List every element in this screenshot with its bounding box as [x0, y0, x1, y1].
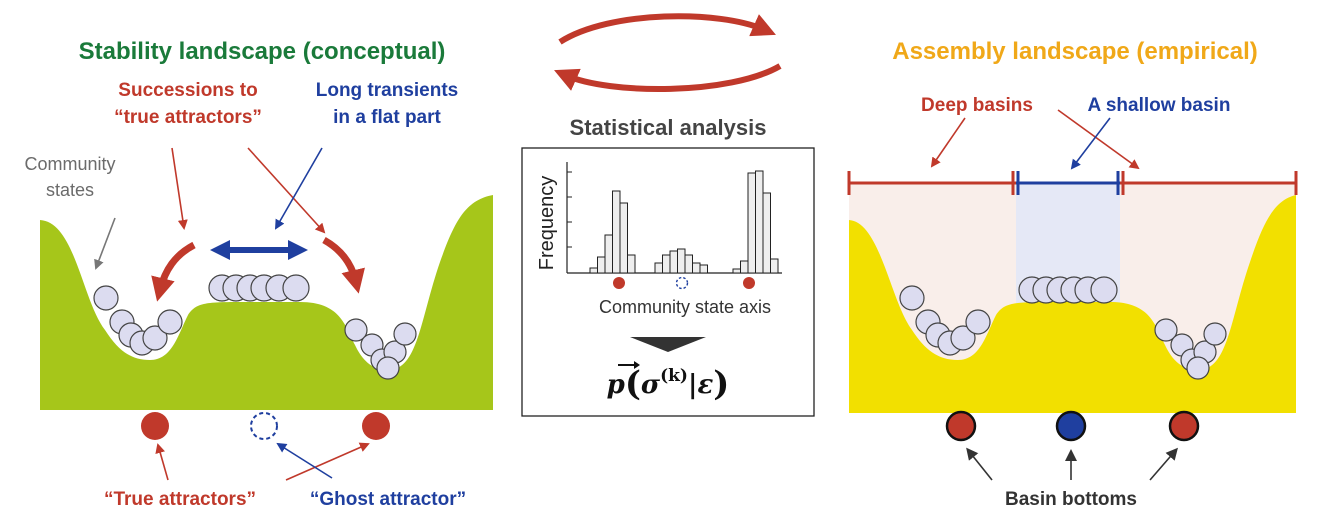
- frequency-label: Frequency: [536, 176, 558, 271]
- transients-label-2: in a flat part: [333, 107, 441, 128]
- true-attractors-label: “True attractors”: [104, 489, 256, 510]
- basin-bottom-dot-left: [945, 410, 977, 442]
- vector-arrow-head: [634, 361, 640, 369]
- assembly-landscape: [849, 195, 1296, 413]
- community-label-2: states: [46, 180, 94, 200]
- community-state-axis-label: Community state axis: [599, 297, 771, 317]
- transients-pointer: [275, 147, 323, 230]
- cycle-arrow-top: [558, 13, 776, 45]
- histogram-bar: [747, 172, 756, 274]
- histogram-blue-dashed-dot: [675, 276, 689, 290]
- succession-pointer-left: [171, 147, 188, 230]
- histogram-bar: [627, 254, 636, 274]
- true-attractor-dot-left: [141, 412, 169, 440]
- ghost-attractor-label: “Ghost attractor”: [310, 489, 466, 510]
- true-attractor-dot-right: [362, 412, 390, 440]
- succession-arrow-left: [151, 241, 196, 302]
- range-ticks: [847, 171, 1298, 195]
- histogram-bar: [612, 190, 621, 274]
- basin-bottom-dot-center: [1055, 410, 1087, 442]
- succession-arrow-right: [322, 236, 365, 294]
- histogram-red-dot-right: [743, 277, 755, 289]
- histogram-bar: [604, 234, 613, 274]
- shallow-basin-pointer: [1070, 117, 1111, 170]
- community-state-balls-right: [899, 276, 1227, 380]
- cycle-arrow-bottom: [554, 63, 782, 93]
- basin-bottoms-label: Basin bottoms: [1005, 489, 1137, 510]
- formula: p(σ(k)|ε): [607, 364, 730, 404]
- stability-landscape: [40, 195, 493, 410]
- succession-pointer-right: [247, 147, 326, 234]
- basin-bottom-pointer-left: [966, 447, 993, 481]
- histogram-bar: [597, 256, 606, 274]
- successions-label-2: “true attractors”: [114, 107, 262, 128]
- true-attractor-pointer-right: [285, 442, 370, 481]
- histogram-bar: [762, 192, 771, 274]
- community-state-balls-left: [93, 274, 417, 380]
- shallow-basin-label: A shallow basin: [1088, 95, 1231, 116]
- ghost-attractor-dot: [250, 412, 278, 440]
- left-title: Stability landscape (conceptual): [79, 38, 446, 65]
- statistical-analysis-heading: Statistical analysis: [570, 115, 767, 140]
- histogram-bar: [684, 254, 693, 274]
- true-attractor-pointer-left: [155, 443, 169, 481]
- ghost-attractor-pointer: [276, 442, 333, 479]
- right-title: Assembly landscape (empirical): [892, 38, 1257, 65]
- successions-label-1: Successions to: [118, 80, 257, 101]
- deep-basins-label: Deep basins: [921, 95, 1033, 116]
- histogram-bar: [755, 170, 764, 274]
- down-arrow: [630, 337, 706, 352]
- community-label-1: Community: [24, 154, 115, 174]
- histogram-bars: [589, 170, 779, 274]
- histogram-bar: [699, 264, 708, 274]
- transients-label-1: Long transients: [316, 80, 459, 101]
- deep-basins-pointer-right: [1057, 109, 1140, 170]
- histogram-y-ticks: [567, 171, 572, 248]
- histogram-bar: [770, 258, 779, 274]
- histogram-bar: [589, 267, 598, 274]
- histogram-bar: [654, 262, 663, 274]
- deep-basins-pointer-left: [930, 117, 966, 168]
- histogram-bar: [677, 248, 686, 274]
- community-pointer: [94, 217, 116, 270]
- basin-bottom-pointer-right: [1149, 447, 1178, 481]
- histogram-bar: [662, 254, 671, 274]
- histogram-bar: [692, 262, 701, 274]
- histogram-bar: [669, 250, 678, 274]
- histogram-red-dot-left: [613, 277, 625, 289]
- histogram-bar: [740, 260, 749, 274]
- histogram-bar: [732, 268, 741, 274]
- histogram-bar: [619, 202, 628, 274]
- basin-bottom-dot-right: [1168, 410, 1200, 442]
